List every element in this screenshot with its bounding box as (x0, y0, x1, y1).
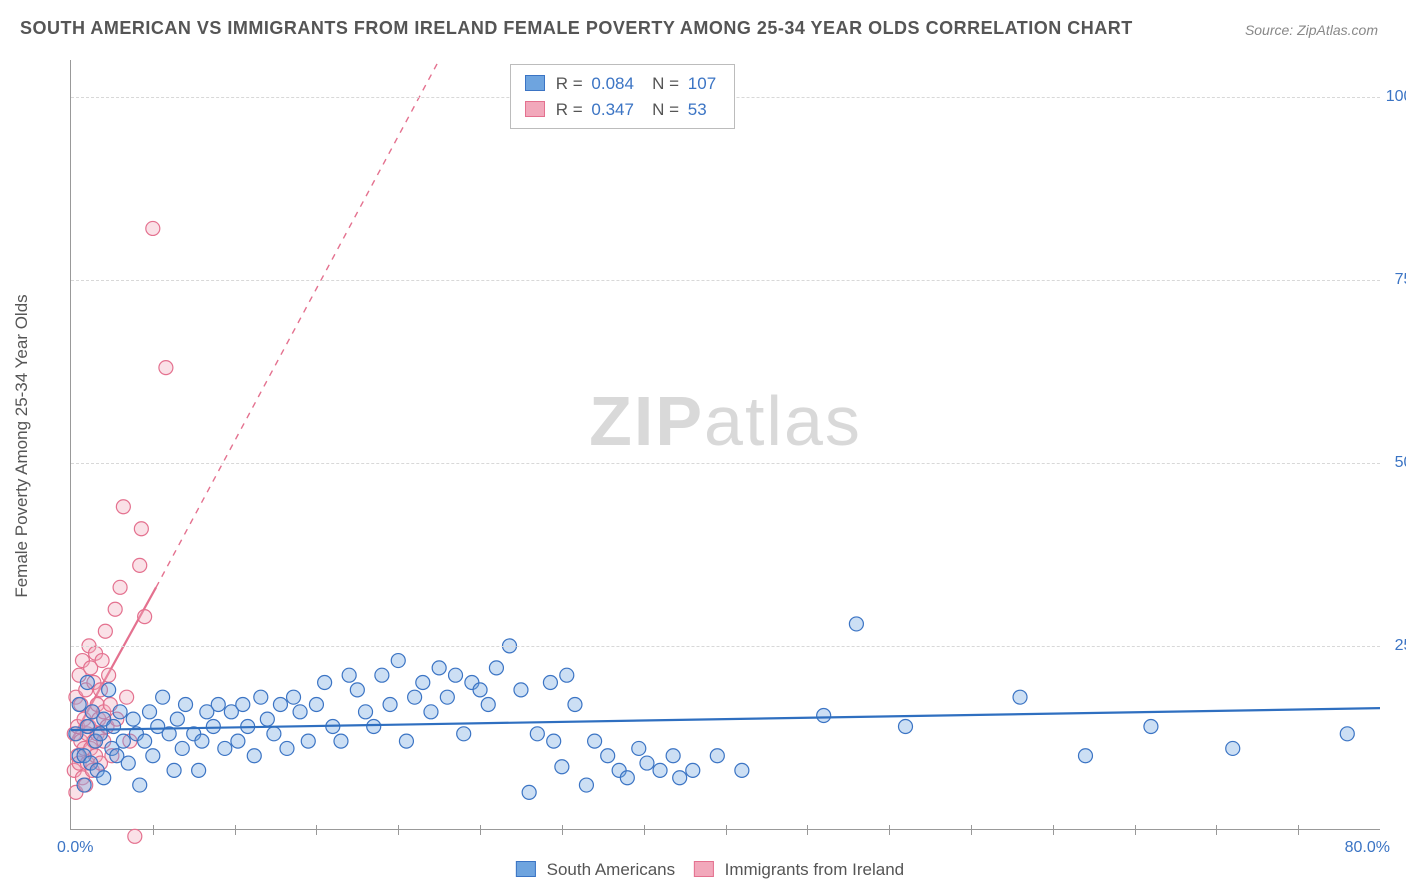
y-axis-label: Female Poverty Among 25-34 Year Olds (12, 294, 32, 597)
y-tick-label: 50.0% (1385, 454, 1406, 472)
y-tick-label: 25.0% (1385, 637, 1406, 655)
swatch-blue (516, 861, 536, 877)
source-attribution: Source: ZipAtlas.com (1245, 22, 1378, 38)
chart-title: SOUTH AMERICAN VS IMMIGRANTS FROM IRELAN… (20, 18, 1133, 39)
x-origin-label: 0.0% (57, 839, 93, 857)
stats-row-blue: R = 0.084 N = 107 (525, 71, 720, 97)
x-max-label: 80.0% (1345, 839, 1390, 857)
stats-row-pink: R = 0.347 N = 53 (525, 97, 720, 123)
swatch-blue (525, 75, 545, 91)
plot-area: ZIPatlas 0.0% 80.0% 25.0%50.0%75.0%100.0… (70, 60, 1380, 830)
stats-legend-box: R = 0.084 N = 107 R = 0.347 N = 53 (510, 64, 735, 129)
legend-label-pink: Immigrants from Ireland (725, 860, 905, 879)
bottom-legend: South Americans Immigrants from Ireland (502, 860, 904, 880)
y-tick-label: 75.0% (1385, 271, 1406, 289)
legend-label-blue: South Americans (547, 860, 676, 879)
swatch-pink (525, 101, 545, 117)
correlation-chart: SOUTH AMERICAN VS IMMIGRANTS FROM IRELAN… (0, 0, 1406, 892)
swatch-pink (694, 861, 714, 877)
y-tick-label: 100.0% (1385, 88, 1406, 106)
plot-svg (71, 60, 1380, 829)
